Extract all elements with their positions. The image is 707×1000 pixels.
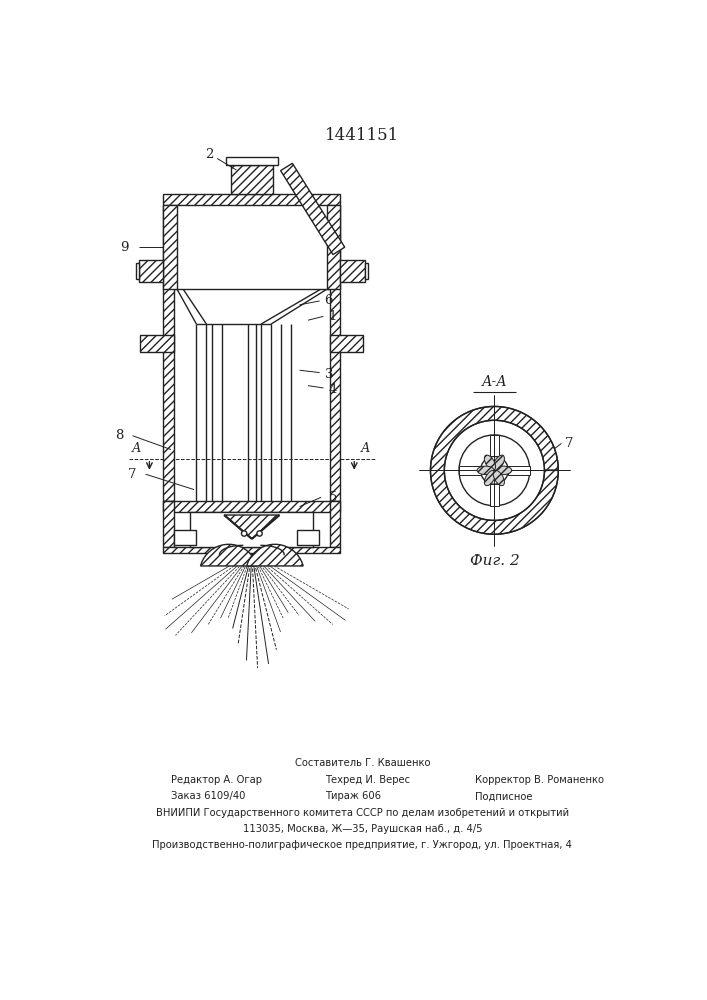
- Bar: [340, 260, 365, 282]
- Bar: [139, 260, 163, 282]
- Bar: [163, 547, 340, 553]
- Bar: [174, 530, 196, 545]
- Ellipse shape: [495, 466, 512, 475]
- Text: 7: 7: [565, 437, 573, 450]
- Text: Тираж 606: Тираж 606: [325, 791, 381, 801]
- Ellipse shape: [484, 455, 496, 470]
- Bar: [226, 157, 278, 165]
- Text: Корректор В. Романенко: Корректор В. Романенко: [475, 775, 604, 785]
- Text: Фиг. 1: Фиг. 1: [227, 552, 276, 566]
- Circle shape: [481, 456, 508, 484]
- Text: 1441151: 1441151: [325, 127, 399, 144]
- Bar: [190, 512, 313, 547]
- Polygon shape: [459, 466, 481, 475]
- Text: Техред И. Верес: Техред И. Верес: [325, 775, 410, 785]
- Bar: [140, 335, 174, 352]
- Polygon shape: [281, 163, 345, 255]
- Text: 3: 3: [325, 368, 333, 381]
- Polygon shape: [201, 544, 257, 566]
- Bar: [163, 501, 340, 512]
- Text: Составитель Г. Квашенко: Составитель Г. Квашенко: [295, 758, 430, 768]
- Polygon shape: [490, 484, 498, 506]
- Text: Редактор А. Огар: Редактор А. Огар: [171, 775, 262, 785]
- Bar: [163, 205, 177, 289]
- Text: Производственно-полиграфическое предприятие, г. Ужгород, ул. Проектная, 4: Производственно-полиграфическое предприя…: [153, 840, 572, 850]
- Ellipse shape: [493, 455, 504, 470]
- Bar: [365, 263, 368, 279]
- Bar: [230, 165, 273, 194]
- Circle shape: [459, 435, 530, 506]
- Text: Заказ 6109/40: Заказ 6109/40: [171, 791, 245, 801]
- Circle shape: [489, 465, 500, 476]
- Polygon shape: [490, 435, 498, 456]
- Circle shape: [257, 531, 262, 536]
- Text: 9: 9: [120, 241, 129, 254]
- Bar: [163, 205, 174, 501]
- Text: 113035, Москва, Ж—35, Раушская наб., д. 4/5: 113035, Москва, Ж—35, Раушская наб., д. …: [243, 824, 482, 834]
- Bar: [329, 205, 340, 501]
- Text: 1: 1: [329, 310, 337, 323]
- Polygon shape: [431, 406, 559, 534]
- Text: 5: 5: [329, 491, 337, 504]
- Text: Фиг. 2: Фиг. 2: [469, 554, 519, 568]
- Circle shape: [242, 531, 247, 536]
- Ellipse shape: [477, 466, 494, 475]
- Bar: [297, 530, 319, 545]
- Text: 6: 6: [325, 294, 333, 307]
- Text: А: А: [361, 442, 370, 455]
- Text: 4: 4: [329, 383, 337, 396]
- Text: Подписное: Подписное: [475, 791, 532, 801]
- Text: А: А: [132, 442, 141, 455]
- Bar: [329, 501, 340, 547]
- Bar: [329, 335, 363, 352]
- Text: А-А: А-А: [481, 375, 507, 389]
- Bar: [163, 194, 340, 205]
- Polygon shape: [224, 515, 279, 539]
- Text: 8: 8: [115, 429, 124, 442]
- Text: 2: 2: [205, 148, 214, 161]
- Ellipse shape: [484, 470, 496, 486]
- Text: ВНИИПИ Государственного комитета СССР по делам изобретений и открытий: ВНИИПИ Государственного комитета СССР по…: [156, 808, 569, 818]
- Bar: [327, 205, 340, 289]
- Polygon shape: [508, 466, 530, 475]
- Text: 7: 7: [128, 468, 136, 481]
- Ellipse shape: [493, 470, 504, 486]
- Bar: [163, 501, 174, 547]
- Polygon shape: [247, 544, 303, 566]
- Bar: [136, 263, 139, 279]
